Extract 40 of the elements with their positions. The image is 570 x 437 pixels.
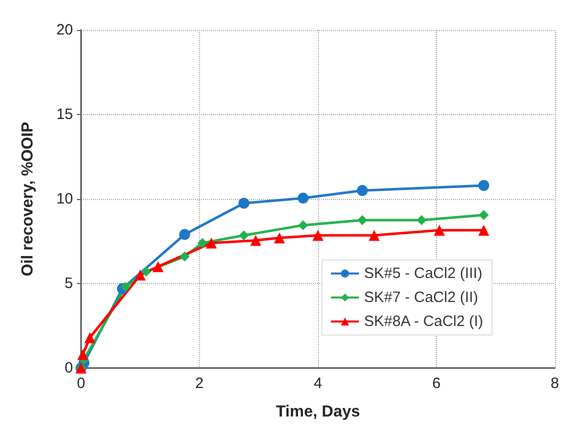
point (120, 282, 130, 292)
y-tick-label: 0 (64, 360, 73, 376)
x-tick-label: 0 (76, 375, 86, 392)
legend-label: SK#5 - CaCl2 (III) (364, 265, 482, 282)
point (357, 215, 368, 226)
point (206, 237, 217, 248)
point (274, 232, 285, 244)
point (250, 234, 262, 246)
point (478, 180, 490, 191)
point (298, 192, 309, 204)
point (134, 270, 146, 281)
point (141, 266, 152, 277)
point (368, 230, 380, 241)
x-tick-label: 8 (550, 375, 559, 392)
point (180, 251, 190, 262)
point (298, 220, 308, 230)
point (77, 348, 88, 360)
point (478, 224, 490, 236)
point (197, 238, 208, 248)
x-tick-label: 4 (314, 375, 322, 392)
point (416, 215, 427, 226)
x-axis-title: Time, Days (276, 404, 360, 420)
y-axis-title: Oil recovery, %OOIP (20, 121, 36, 276)
y-tick-label: 5 (64, 275, 73, 292)
legend-label: SK#8A - CaCl2 (I) (364, 313, 484, 330)
point (238, 230, 249, 240)
point (84, 332, 96, 344)
point (478, 210, 489, 220)
point (312, 230, 324, 241)
x-tick-label: 2 (195, 375, 204, 392)
point (238, 198, 250, 209)
point (152, 261, 164, 272)
y-tick-label: 10 (56, 190, 73, 208)
point (434, 224, 445, 236)
point (179, 228, 190, 240)
x-tick-label: 6 (432, 375, 441, 392)
point (356, 185, 368, 196)
y-tick-label: 20 (56, 22, 73, 38)
legend-label: SK#7 - CaCl2 (II) (364, 289, 478, 306)
y-tick-label: 15 (56, 106, 73, 123)
